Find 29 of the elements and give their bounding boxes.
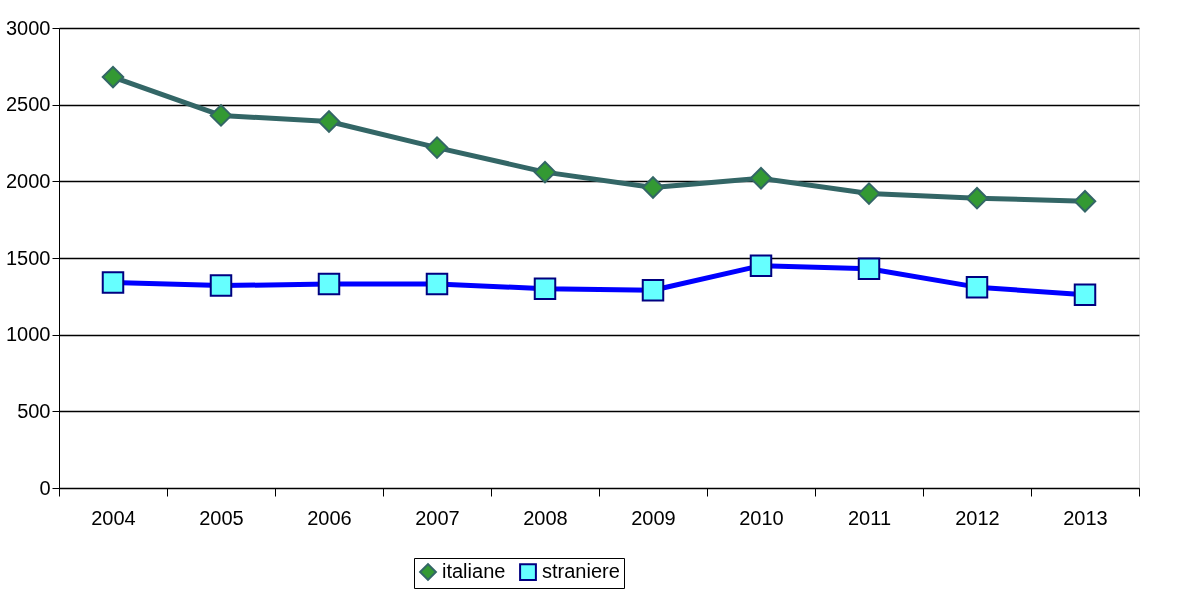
x-tick-label: 2004 <box>91 506 136 529</box>
legend-label: italiane <box>442 560 506 583</box>
point <box>533 160 557 184</box>
point <box>857 182 881 205</box>
x-tick-label: 2005 <box>199 506 244 529</box>
point <box>641 176 665 199</box>
x-tick-label: 2011 <box>847 506 892 529</box>
legend-label: straniere <box>542 560 620 583</box>
point <box>749 167 773 190</box>
point <box>965 186 989 210</box>
x-tick-label: 2010 <box>739 506 784 529</box>
x-tick-label: 2007 <box>415 506 460 529</box>
y-tick-label: 0 <box>39 476 51 499</box>
point <box>425 136 449 159</box>
y-tick-label: 1000 <box>6 323 51 346</box>
y-tick-label: 3000 <box>6 16 51 39</box>
y-tick-label: 1500 <box>6 246 51 269</box>
x-tick-label: 2013 <box>1063 506 1108 529</box>
point <box>209 104 233 127</box>
x-tick-label: 2012 <box>955 506 1000 529</box>
y-tick-label: 2500 <box>6 93 51 116</box>
point <box>101 65 125 89</box>
x-tick-label: 2006 <box>307 506 352 529</box>
y-tick-label: 500 <box>17 399 51 422</box>
point <box>317 110 341 133</box>
x-tick-label: 2009 <box>631 506 676 529</box>
x-tick-label: 2008 <box>523 506 568 529</box>
point <box>1073 190 1097 213</box>
y-tick-label: 2000 <box>6 169 51 192</box>
